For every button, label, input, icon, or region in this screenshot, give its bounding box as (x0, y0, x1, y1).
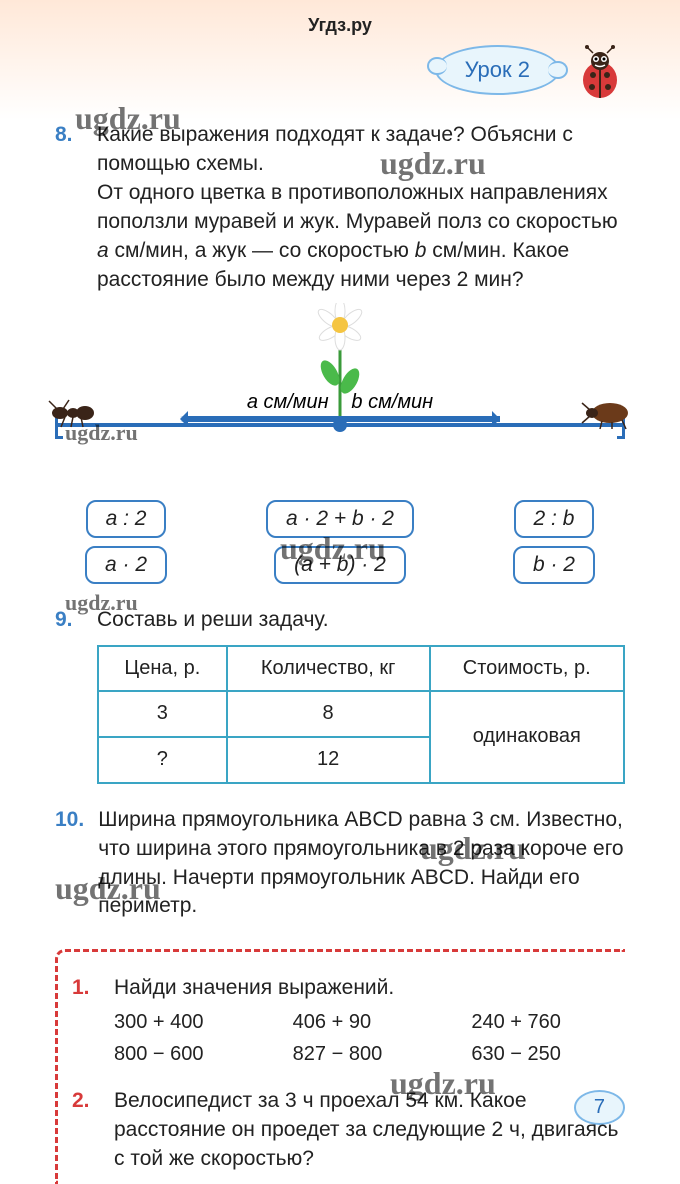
problem-text: Составь и реши задачу. Цена, р. Количест… (97, 606, 625, 784)
problem-9-table: Цена, р. Количество, кг Стоимость, р. 3 … (97, 645, 625, 784)
expr: 630 − 250 (471, 1041, 625, 1069)
expr-box: a · 2 (85, 546, 167, 584)
expr: 800 − 600 (114, 1041, 268, 1069)
problem-text: Ширина прямоугольника ABCD равна 3 см. И… (98, 806, 625, 922)
table-cell: 12 (227, 737, 430, 783)
problem-10: 10. Ширина прямоугольника ABCD равна 3 с… (55, 806, 625, 922)
problem-9: 9. Составь и реши задачу. Цена, р. Колич… (55, 606, 625, 784)
table-cell: ? (98, 737, 227, 783)
problem-text: Какие выражения подходят к задаче? Объяс… (97, 121, 625, 295)
expr-box: a : 2 (86, 500, 167, 538)
var-a: a (97, 239, 109, 262)
arrow-left (180, 416, 340, 422)
problem-8-intro: Какие выражения подходят к задаче? Объяс… (97, 123, 573, 175)
hw-problem-2: 2. Велосипедист за 3 ч проехал 54 км. Ка… (72, 1087, 625, 1174)
problem-8-unit: см/мин, а жук — со скоростью (109, 239, 415, 262)
table-header: Количество, кг (227, 646, 430, 692)
expr-box: b · 2 (513, 546, 595, 584)
expr-box: a · 2 + b · 2 (266, 500, 414, 538)
ladybug-icon (575, 45, 625, 105)
center-dot (333, 418, 347, 432)
site-header: Угдз.ру (55, 15, 625, 36)
table-cell: 8 (227, 691, 430, 737)
table-cell-merged: одинаковая (430, 691, 624, 782)
arrow-right (340, 416, 500, 422)
problem-text: Велосипедист за 3 ч проехал 54 км. Какое… (114, 1087, 625, 1174)
expr: 827 − 800 (293, 1041, 447, 1069)
expr: 240 + 760 (471, 1009, 625, 1037)
var-b: b (415, 239, 427, 262)
homework-box: 1. Найди значения выражений. 300 + 400 4… (55, 949, 625, 1183)
hw-problem-1: 1. Найди значения выражений. 300 + 400 4… (72, 974, 625, 1068)
problem-number: 8. (55, 121, 83, 295)
table-header: Стоимость, р. (430, 646, 624, 692)
expression-grid: 300 + 400 406 + 90 240 + 760 800 − 600 8… (114, 1009, 625, 1068)
problem-8-body-a: От одного цветка в противоположных напра… (97, 181, 618, 233)
problem-number: 2. (72, 1087, 100, 1174)
speed-a-label: a см/мин (247, 391, 329, 414)
problem-number: 9. (55, 606, 83, 784)
expression-row: a : 2 a · 2 a · 2 + b · 2 (a + b) · 2 2 … (85, 500, 595, 584)
lesson-badge: Урок 2 (435, 45, 560, 95)
problem-number: 1. (72, 974, 100, 1068)
problem-8: 8. Какие выражения подходят к задаче? Об… (55, 121, 625, 295)
ant-icon (45, 395, 100, 435)
table-cell: 3 (98, 691, 227, 737)
problem-9-text: Составь и реши задачу. (97, 608, 329, 631)
problem-number: 10. (55, 806, 84, 922)
speed-b-label: b см/мин (351, 391, 433, 414)
expr: 406 + 90 (293, 1009, 447, 1037)
problem-8-diagram: a см/мин b см/мин (55, 313, 625, 488)
beetle-icon (580, 395, 635, 435)
hw1-text: Найди значения выражений. (114, 976, 394, 999)
problem-text: Найди значения выражений. 300 + 400 406 … (114, 974, 625, 1068)
expr-box: 2 : b (514, 500, 595, 538)
expr: 300 + 400 (114, 1009, 268, 1037)
table-header: Цена, р. (98, 646, 227, 692)
expr-box: (a + b) · 2 (274, 546, 406, 584)
